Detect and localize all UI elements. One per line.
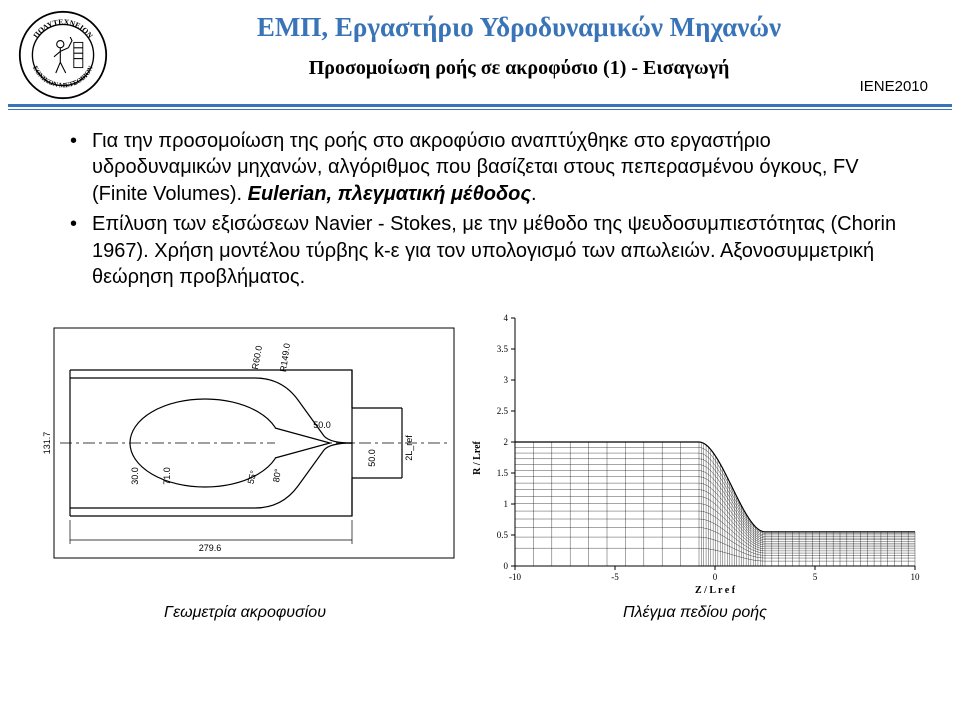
xlabel: Z / L r e f <box>695 585 736 596</box>
dim-lref: 2L_ref <box>404 435 414 461</box>
dim-d1: 30.0 <box>130 468 140 486</box>
slide-header: ΠΟΛΥΤΕΧΝΕΙΟΝ ΕΘΝΙΚΟΝ ΜΕΤΣΟΒΙΟΝ ΕΜΠ, Εργα… <box>0 0 960 100</box>
bullet-post: . <box>531 183 537 205</box>
svg-text:0: 0 <box>713 572 718 582</box>
dim-total-w: 279.6 <box>199 543 222 553</box>
mesh-plot: 0 0.5 1 1.5 2 2.5 3 3.5 4 -10 -5 0 5 10 R / Lref Z /… <box>460 308 930 598</box>
bullet-list: Για την προσομοίωση της ροής στο ακροφύσ… <box>70 128 900 290</box>
svg-text:2: 2 <box>504 437 509 447</box>
captions-row: Γεωμετρία ακροφυσίου Πλέγμα πεδίου ροής <box>0 604 960 622</box>
university-logo: ΠΟΛΥΤΕΧΝΕΙΟΝ ΕΘΝΙΚΟΝ ΜΕΤΣΟΒΙΟΝ <box>18 10 108 100</box>
svg-text:5: 5 <box>813 572 818 582</box>
svg-text:3.5: 3.5 <box>497 344 509 354</box>
conference-tag: IENE2010 <box>860 78 928 95</box>
nozzle-geometry-figure: 131.7 30.0 71.0 55° 80° 50.0 50.0 2L_ref… <box>30 308 460 578</box>
ylabel: R / Lref <box>472 441 483 475</box>
bullet-text: Επίλυση των εξισώσεων Navier - Stokes, μ… <box>92 213 896 288</box>
svg-text:4: 4 <box>504 313 509 323</box>
svg-text:1.5: 1.5 <box>497 468 509 478</box>
caption-left: Γεωμετρία ακροφυσίου <box>30 604 460 622</box>
svg-text:0: 0 <box>504 561 509 571</box>
title-block: ΕΜΠ, Εργαστήριο Υδροδυναμικών Μηχανών Πρ… <box>108 10 930 80</box>
figures-row: 131.7 30.0 71.0 55° 80° 50.0 50.0 2L_ref… <box>0 308 960 598</box>
dim-outer-h: 131.7 <box>42 432 52 455</box>
dim-seg2: 50.0 <box>367 450 377 468</box>
svg-text:3: 3 <box>504 375 509 385</box>
body-content: Για την προσομοίωση της ροής στο ακροφύσ… <box>0 110 960 290</box>
svg-text:-10: -10 <box>509 572 521 582</box>
bullet-item: Επίλυση των εξισώσεων Navier - Stokes, μ… <box>70 211 900 290</box>
svg-text:-5: -5 <box>611 572 619 582</box>
svg-text:1: 1 <box>504 499 509 509</box>
svg-text:0.5: 0.5 <box>497 530 509 540</box>
caption-right: Πλέγμα πεδίου ροής <box>460 604 930 622</box>
dim-seg: 50.0 <box>313 420 331 430</box>
dim-d2: 71.0 <box>162 468 172 486</box>
bullet-em: Eulerian, πλεγματική μέθοδος <box>248 183 531 205</box>
bullet-item: Για την προσομοίωση της ροής στο ακροφύσ… <box>70 128 900 207</box>
svg-text:10: 10 <box>911 572 921 582</box>
subtitle: Προσομοίωση ροής σε ακροφύσιο (1) - Εισα… <box>108 57 930 80</box>
svg-text:2.5: 2.5 <box>497 406 509 416</box>
main-title: ΕΜΠ, Εργαστήριο Υδροδυναμικών Μηχανών <box>108 12 930 43</box>
